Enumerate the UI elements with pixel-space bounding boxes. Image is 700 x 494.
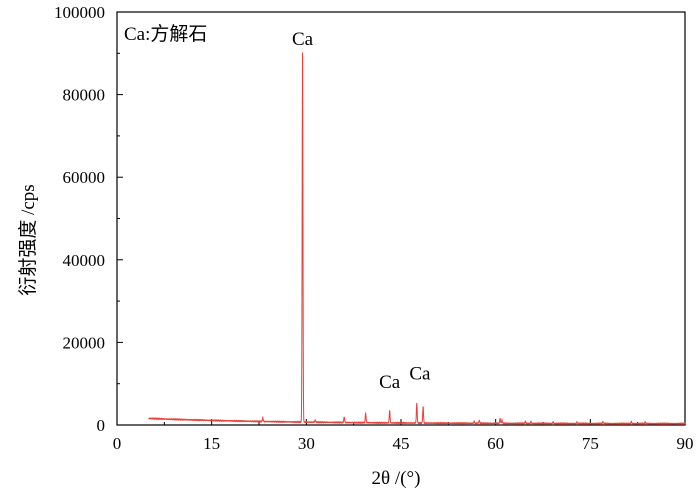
x-tick-label: 75	[582, 434, 599, 453]
y-axis-ticks: 0 20000 40000 60000 80000 100000	[54, 3, 123, 435]
x-axis-title: 2θ /(°)	[372, 468, 421, 489]
y-tick-label: 20000	[63, 333, 106, 352]
y-tick-label: 60000	[63, 168, 106, 187]
x-tick-label: 90	[677, 434, 694, 453]
peak-annotations: Ca Ca Ca	[292, 29, 431, 393]
y-tick-label: 80000	[63, 86, 106, 105]
y-tick-label: 40000	[63, 251, 106, 270]
diffraction-pattern-line	[148, 52, 686, 426]
x-tick-label: 30	[298, 434, 315, 453]
y-tick-label: 0	[97, 416, 106, 435]
y-tick-label: 100000	[54, 3, 105, 22]
peak-annotation-label: Ca	[292, 29, 314, 50]
peak-annotation-label: Ca	[379, 372, 401, 393]
legend-label: Ca:方解石	[124, 23, 207, 45]
plot-frame	[116, 11, 686, 426]
y-axis-title: 衍射强度 /cps	[17, 184, 39, 295]
x-tick-label: 45	[393, 434, 410, 453]
x-tick-label: 15	[203, 434, 220, 453]
x-tick-label: 0	[113, 434, 122, 453]
x-tick-label: 60	[487, 434, 504, 453]
peak-annotation-label: Ca	[409, 364, 431, 385]
